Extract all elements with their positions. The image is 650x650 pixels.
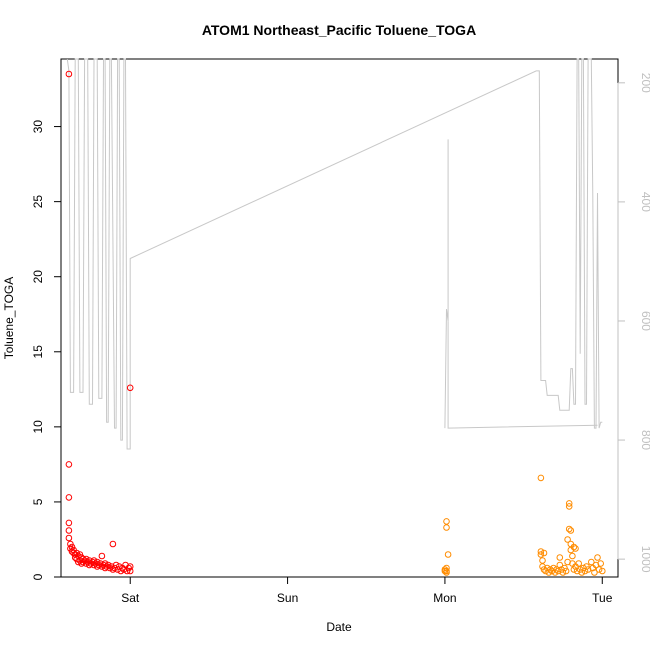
data-point (562, 567, 570, 575)
data-point (103, 563, 110, 570)
data-point (565, 500, 573, 507)
y-right-tick-label: 1000 (639, 546, 650, 573)
data-point (65, 70, 73, 78)
data-point (594, 554, 601, 561)
data-point (559, 569, 567, 576)
data-point (588, 558, 595, 566)
x-axis: Sat Sun Mon Tue (121, 576, 613, 605)
y-tick-label: 25 (31, 195, 45, 209)
altitude-line (66, 58, 603, 450)
data-point (599, 567, 606, 575)
data-point (572, 545, 579, 552)
x-tick-label: Tue (592, 591, 613, 605)
data-point (595, 566, 603, 573)
data-point (443, 567, 450, 575)
data-point (126, 384, 134, 392)
data-point (70, 549, 77, 557)
plot-frame (60, 58, 619, 578)
y-tick-label: 0 (31, 573, 45, 580)
data-point (556, 561, 564, 569)
data-point (556, 554, 564, 561)
y-tick-label: 5 (31, 498, 45, 505)
x-tick-label: Sat (121, 591, 140, 605)
y-axis: 0 5 10 15 20 25 30 (31, 120, 62, 580)
data-point (98, 552, 106, 560)
data-point (95, 561, 103, 569)
data-point (75, 558, 82, 566)
x-tick-label: Mon (433, 591, 456, 605)
data-point (564, 536, 571, 543)
data-point (581, 567, 589, 575)
data-point (443, 518, 450, 525)
y-tick-label: 30 (31, 120, 45, 134)
data-point (537, 548, 545, 555)
data-point (65, 534, 73, 542)
data-points (65, 70, 606, 576)
data-point (109, 540, 117, 548)
y-right-tick-label: 800 (639, 430, 650, 450)
y-tick-label: 15 (31, 345, 45, 359)
data-point (126, 567, 134, 575)
chart-title: ATOM1 Northeast_Pacific Toluene_TOGA (202, 22, 476, 38)
data-point (126, 563, 134, 570)
x-tick-label: Sun (277, 591, 298, 605)
data-point (565, 525, 573, 533)
data-point (79, 555, 87, 563)
data-point (537, 551, 545, 558)
altitude-trace (66, 58, 603, 450)
y-right-tick-label: 600 (639, 311, 650, 331)
y-axis-right: 200 400 600 800 1000 (617, 73, 650, 573)
data-point (65, 494, 73, 501)
data-point (567, 527, 575, 534)
data-point (539, 557, 546, 564)
data-point (569, 552, 576, 560)
data-point (109, 566, 117, 573)
data-point (106, 564, 114, 572)
data-point (65, 527, 73, 534)
data-point (71, 551, 79, 558)
y-right-tick-label: 200 (639, 73, 650, 93)
data-point (543, 564, 551, 572)
x-axis-label: Date (326, 620, 352, 634)
altitude-line-segment (444, 139, 598, 429)
data-point (443, 564, 450, 572)
data-point (573, 567, 581, 575)
y-axis-label: Toluene_TOGA (2, 277, 16, 360)
data-point (540, 566, 548, 573)
data-point (592, 561, 600, 569)
data-point (550, 564, 557, 572)
data-point (570, 543, 578, 551)
data-point (115, 563, 123, 570)
y-tick-label: 20 (31, 270, 45, 284)
data-point (591, 569, 598, 576)
data-point (553, 566, 560, 573)
data-point (565, 503, 573, 510)
data-point (443, 524, 450, 531)
y-tick-label: 10 (31, 420, 45, 434)
data-point (597, 560, 605, 567)
data-point (65, 519, 73, 527)
data-point (575, 560, 583, 567)
data-point (444, 551, 452, 558)
y-right-tick-label: 400 (639, 192, 650, 212)
data-point (537, 474, 545, 482)
data-point (71, 554, 79, 561)
data-point (578, 569, 586, 576)
data-point (547, 566, 554, 573)
data-point (65, 461, 73, 468)
data-point (554, 567, 562, 575)
data-point (112, 561, 120, 569)
data-point (540, 549, 548, 557)
data-point (584, 566, 592, 573)
